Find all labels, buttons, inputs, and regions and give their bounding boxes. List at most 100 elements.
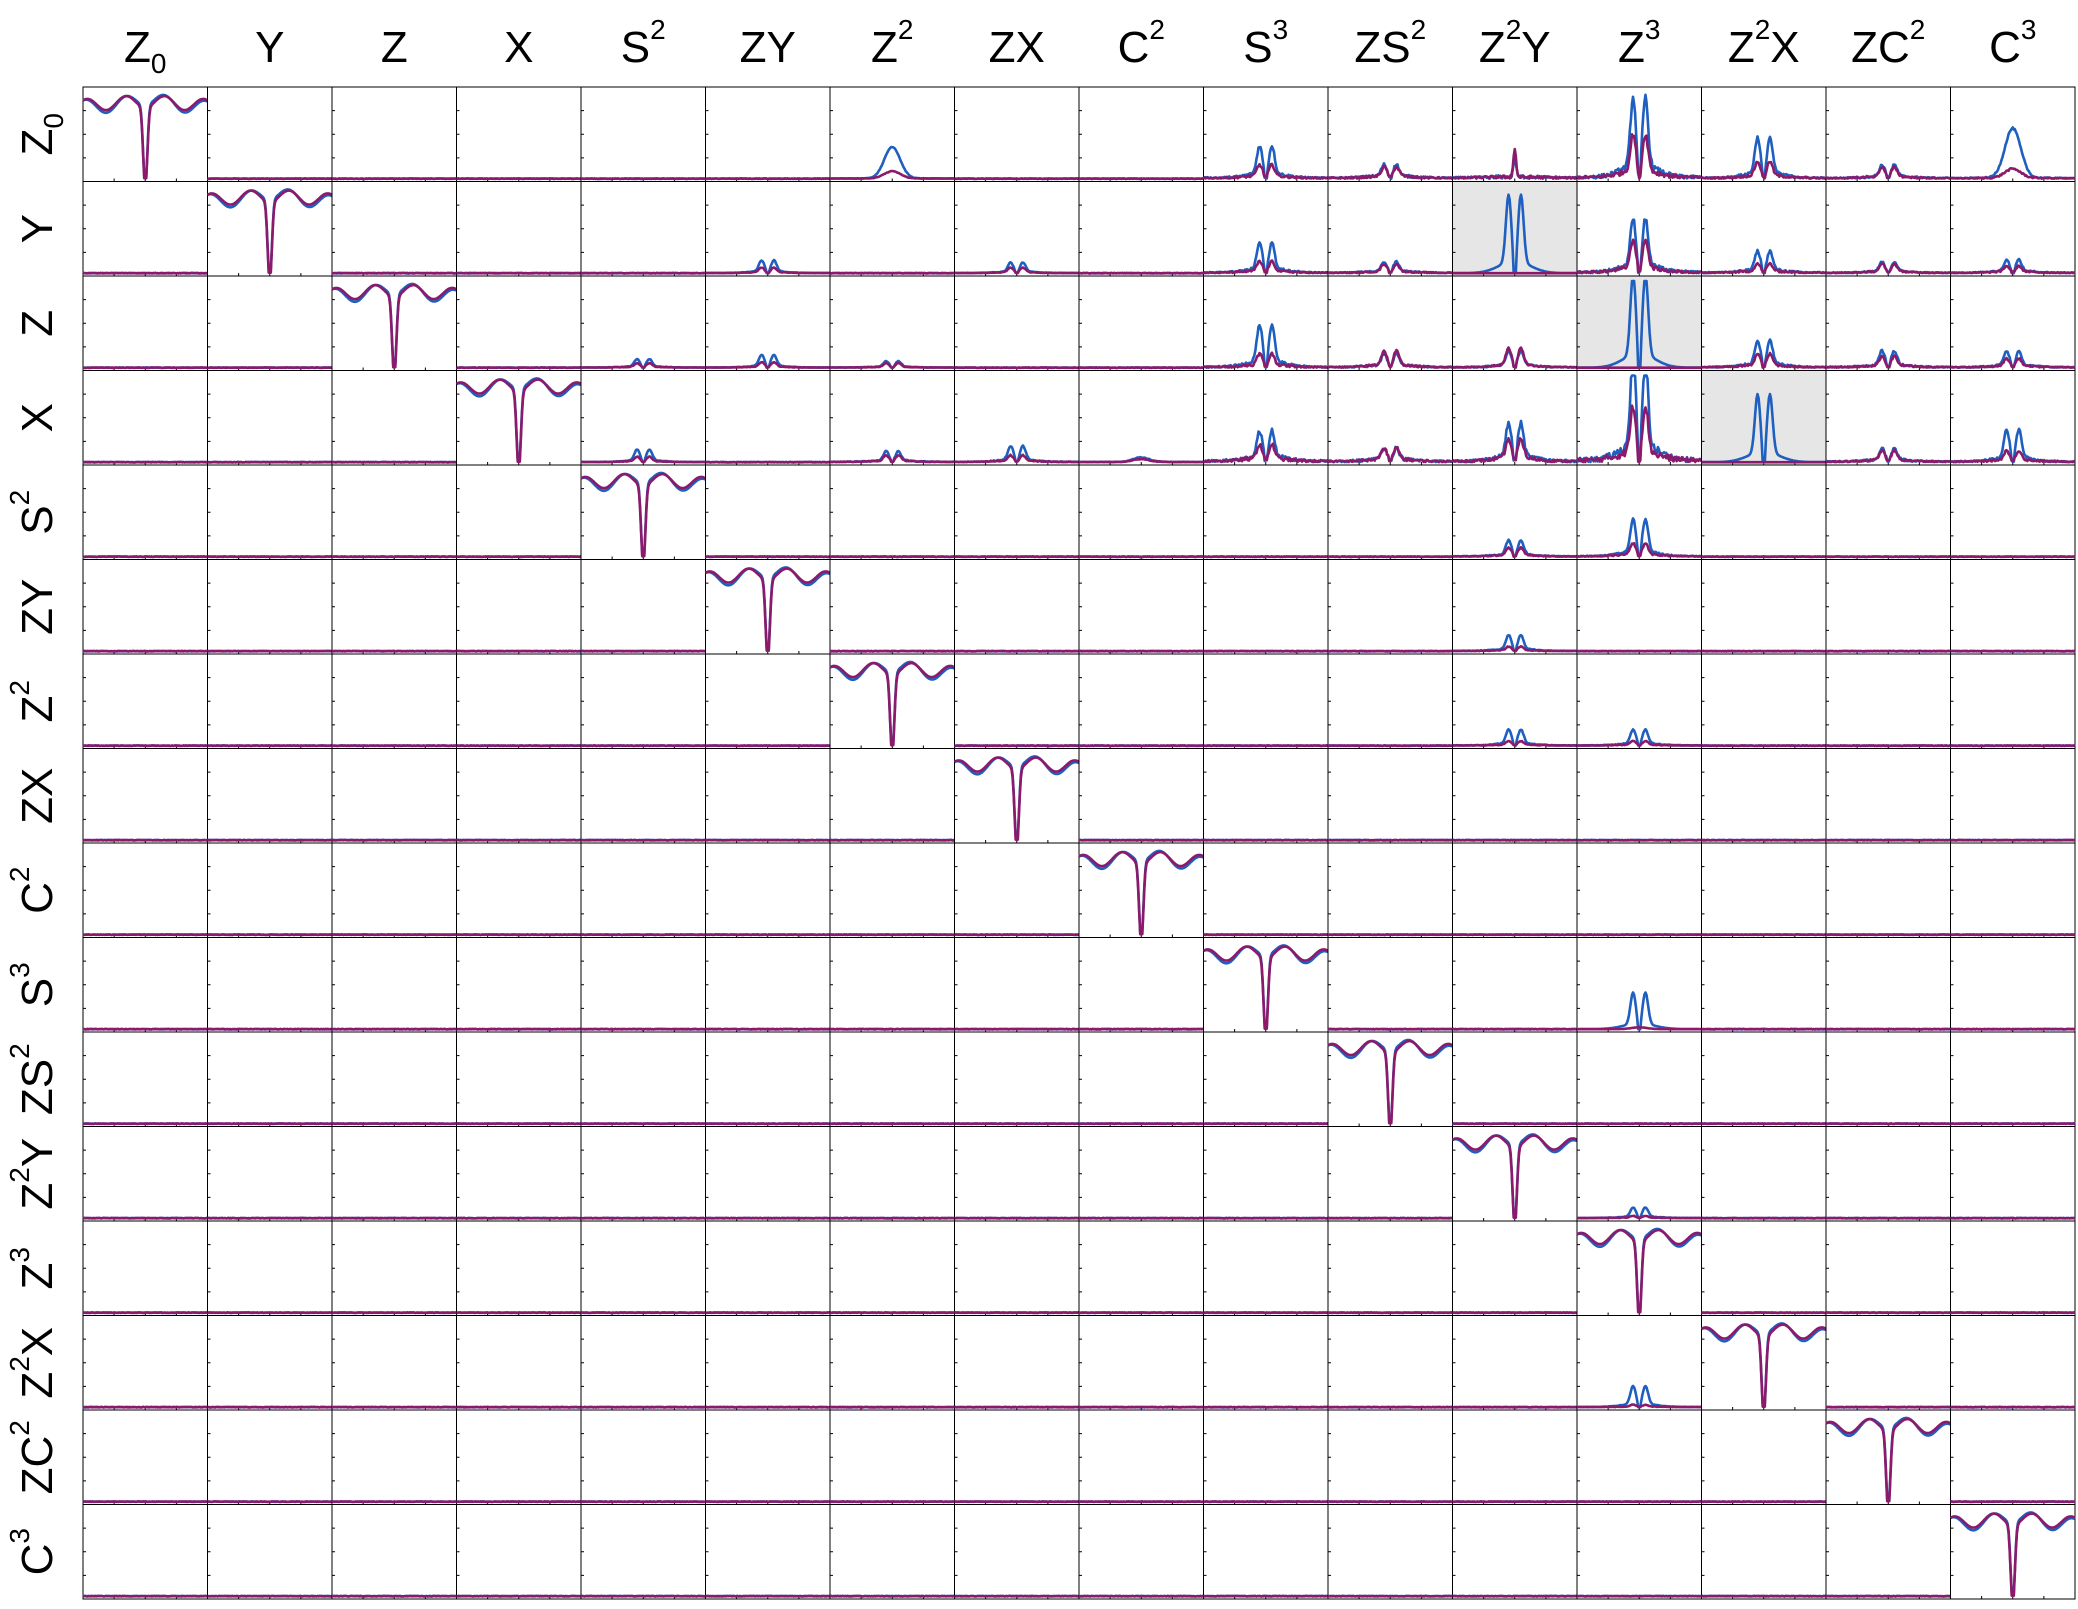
cell-frame: [1701, 181, 1827, 277]
plot-cell: [1700, 1315, 1827, 1411]
cell-frame: [1576, 748, 1702, 844]
label-base: C: [13, 1544, 62, 1576]
series-magenta-line: [829, 1594, 955, 1598]
plot-cell: [1576, 937, 1702, 1033]
cell-frame: [1701, 86, 1827, 182]
series-magenta-line: [1203, 1216, 1329, 1220]
column-label-text: Z2Y: [1479, 14, 1551, 71]
cell-frame: [1452, 1504, 1578, 1600]
label-tail: X: [1770, 23, 1799, 72]
label-base: X: [13, 403, 62, 432]
cell-frame: [705, 1126, 831, 1222]
cell-frame: [456, 1220, 582, 1316]
series-magenta-line: [580, 933, 706, 937]
cell-frame: [1950, 653, 2076, 749]
cell-frame: [1576, 464, 1702, 560]
cell-frame: [1825, 1315, 1951, 1411]
plot-cell: [1576, 1504, 1702, 1600]
series-magenta-line: [1576, 1594, 1702, 1598]
plot-cell: [1825, 1126, 1951, 1222]
cell-frame: [82, 653, 208, 749]
cell-frame: [82, 1126, 208, 1222]
plot-cell: [1452, 1220, 1578, 1316]
plot-cell: [704, 748, 831, 844]
cell-frame: [1327, 748, 1453, 844]
cell-frame: [1701, 748, 1827, 844]
plot-cell: [207, 1504, 333, 1600]
series-magenta-line: [1950, 356, 2076, 369]
cell-frame: [829, 559, 955, 655]
cell-frame: [580, 937, 706, 1033]
plot-cell: [1825, 275, 1951, 371]
series-magenta-line: [1950, 1122, 2076, 1126]
plot-cell: [580, 1031, 706, 1127]
cell-frame: [954, 1220, 1080, 1316]
cell-frame: [331, 1504, 457, 1600]
cell-frame: [580, 275, 706, 371]
series-magenta-line: [207, 1405, 333, 1409]
cell-frame: [1203, 937, 1329, 1033]
cell-frame: [1950, 1220, 2076, 1316]
cell-frame: [1078, 1315, 1204, 1411]
label-base: Z: [13, 310, 62, 337]
series-magenta-line: [829, 933, 955, 937]
series-magenta-line: [1950, 838, 2076, 842]
cell-frame: [954, 181, 1080, 277]
plot-cell: [1452, 464, 1578, 560]
cell-frame: [1701, 842, 1827, 938]
label-superscript: 2: [4, 490, 35, 506]
label-base: ZC: [1851, 23, 1910, 72]
plot-cell: [1576, 1409, 1702, 1505]
series-magenta-line: [1825, 1405, 1951, 1409]
plot-cell: [1576, 1031, 1702, 1127]
cell-frame: [580, 653, 706, 749]
cell-frame: [705, 275, 831, 371]
series-magenta-line: [331, 1027, 457, 1031]
cell-frame: [829, 842, 955, 938]
series-magenta-line: [207, 1027, 333, 1031]
plot-cell: [580, 275, 706, 371]
plot-cell: [954, 1315, 1080, 1411]
plot-cell: [1452, 1409, 1578, 1505]
cell-frame: [1701, 1126, 1827, 1222]
plot-cell: [456, 653, 582, 749]
plot-cell: [82, 1504, 208, 1600]
plot-cell: [1202, 1220, 1329, 1316]
cell-frame: [1825, 1409, 1951, 1505]
label-subscript: 0: [151, 48, 167, 79]
series-magenta-line: [1078, 1311, 1204, 1315]
cell-frame: [1203, 86, 1329, 182]
plot-cell: [1825, 86, 1951, 182]
label-superscript: 2: [650, 14, 666, 45]
plot-cell: [1825, 1315, 1951, 1411]
plot-cell: [1327, 1126, 1453, 1222]
plot-cell: [1701, 653, 1827, 749]
cell-frame: [82, 1409, 208, 1505]
label-superscript: 3: [4, 1528, 35, 1544]
label-base: S: [13, 505, 62, 534]
plot-cell: [331, 181, 457, 277]
row-label: ZY: [13, 579, 62, 635]
series-magenta-line: [580, 472, 707, 558]
cell-frame: [207, 1504, 333, 1600]
plot-cell: [1452, 1315, 1578, 1411]
plot-cell: [1701, 842, 1827, 938]
plot-cell: [207, 1220, 333, 1316]
series-magenta-line: [331, 1311, 457, 1315]
plot-cell: [82, 370, 209, 466]
column-label-text: C3: [1989, 14, 2036, 71]
cell-frame: [1203, 370, 1329, 466]
series-magenta-line: [207, 744, 333, 748]
column-label: Z2: [871, 14, 913, 71]
cell-frame: [1950, 1504, 2076, 1600]
cell-frame: [82, 748, 208, 844]
series-magenta-line: [1078, 1594, 1205, 1598]
series-magenta-line: [456, 1311, 582, 1315]
series-magenta-line: [580, 361, 706, 369]
plot-cell: [1078, 1031, 1204, 1127]
cell-frame: [705, 1315, 831, 1411]
column-label: Y: [255, 23, 284, 72]
plot-cell: [705, 937, 831, 1033]
plot-cell: [954, 1126, 1080, 1222]
series-magenta-line: [1452, 1405, 1578, 1409]
